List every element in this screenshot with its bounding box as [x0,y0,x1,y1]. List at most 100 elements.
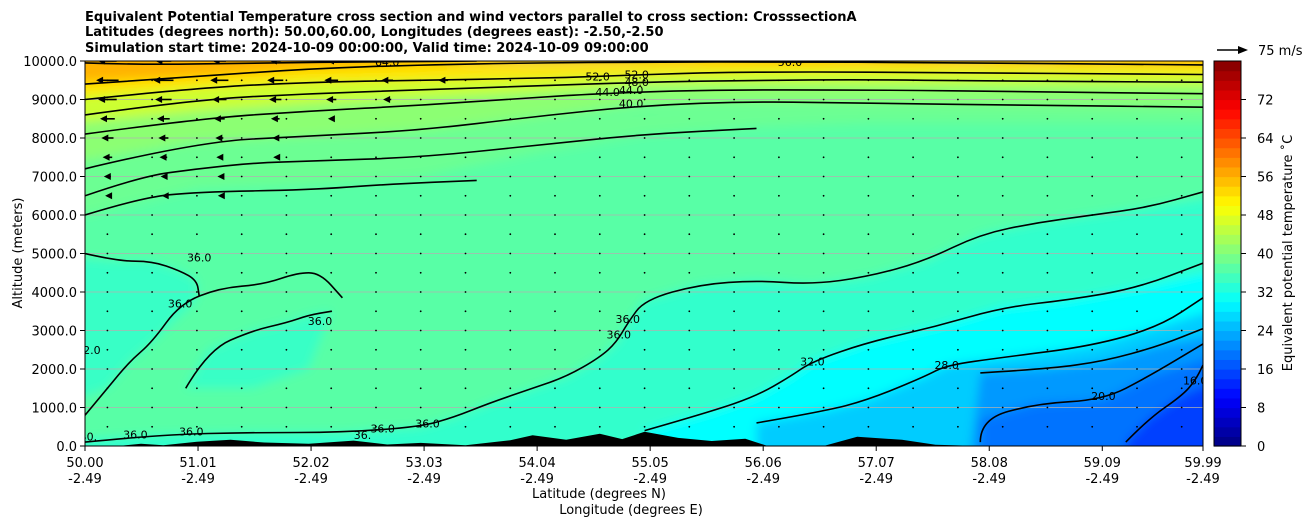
wind-vector-dot [375,214,377,216]
wind-vector-dot [554,98,556,101]
colorbar-segment [1214,118,1241,129]
wind-vector-dot [733,406,735,409]
colorbar-segment [1214,89,1241,101]
contour-36-8 [85,252,200,297]
wind-vector-dot [1001,137,1004,139]
wind-vector-dot [598,406,601,409]
wind-vector-dot [464,368,467,370]
wind-vector-dot [330,214,333,216]
wind-vector-dot [509,291,512,293]
contour-label-10: 36.0 [308,315,333,328]
wind-vector-dot [285,252,288,255]
wind-vector-dot [957,329,959,332]
colorbar-tick-label-3: 24 [1257,325,1274,340]
wind-vector-dot [778,406,780,409]
contour-20-15 [979,343,1203,443]
wind-vector-dot [643,194,646,197]
wind-vector-dot [509,271,512,274]
wind-vector-dot [598,175,601,178]
wind-vector-dot [375,348,377,351]
wind-vector-dot [1046,310,1049,313]
wind-vector-dot [375,137,377,139]
wind-vector-dot [1046,406,1049,409]
wind-vector-dot [375,233,377,236]
wind-vector-dot [509,137,512,139]
wind-vector-dot [822,194,825,197]
wind-vector-dot [196,252,198,255]
wind-vector-dot [1091,175,1094,178]
wind-vector-dot [509,310,512,313]
contour-label-18: 36.0 [123,428,148,441]
wind-vector-dot [598,348,601,351]
quiver-key-label: 75 m/s [1258,44,1303,59]
wind-vector-dot [1136,368,1138,370]
wind-vector-dot [1136,117,1138,120]
wind-vector-head [100,115,107,123]
wind-vector-dot [285,175,288,178]
wind-vector-dot [106,214,109,216]
wind-vector-dot [151,156,154,159]
wind-vector-dot [688,310,691,313]
wind-vector-head [269,96,277,103]
wind-vector-dot [554,252,556,255]
wind-vector-dot [867,406,870,409]
wind-vectors [96,61,1183,428]
wind-vector-dot [598,425,601,428]
wind-vector-head [161,192,169,200]
wind-vector-dot [643,79,646,82]
wind-vector-dot [957,291,959,293]
wind-vector-dot [240,252,243,255]
wind-vector-dot [419,98,422,101]
wind-vector-dot [375,252,377,255]
wind-vector-dot [285,156,288,159]
wind-vector-dot [330,194,333,197]
wind-vector-dot [1001,368,1004,370]
x-tick-label-lon-6: -2.49 [746,472,780,487]
colorbar-segment [1214,80,1241,91]
contour-label-11: 36.0 [616,313,641,326]
wind-vector-dot [1136,156,1138,159]
y-tick-label-2: 2000.0 [32,363,78,378]
wind-vector-head [157,115,164,123]
contour-38-6 [85,127,757,197]
wind-vector-dot [330,368,333,370]
wind-vector-dot [419,368,422,370]
title-line-2: Latitudes (degrees north): 50.00,60.00, … [85,25,664,40]
colorbar-tick-label-5: 40 [1257,248,1274,263]
x-tick-label-lon-10: -2.49 [1186,472,1220,487]
wind-vector-dot [151,368,154,370]
wind-vector-dot [1180,368,1183,370]
wind-vector-dot [464,194,467,197]
wind-vector-dot [957,175,959,178]
wind-vector-dot [1180,406,1183,409]
wind-vector-dot [912,156,914,159]
wind-vector-dot [912,329,914,332]
contour-28-13 [756,297,1203,424]
wind-vector-head [381,76,389,84]
wind-vector-dot [106,310,109,313]
wind-vector-dot [1091,194,1094,197]
colorbar-segment [1214,426,1241,437]
wind-vector-dot [1046,156,1049,159]
contour-label-2: 52.0 [585,70,610,83]
wind-vector-dot [957,348,959,351]
wind-vector-dot [778,329,780,332]
wind-vector-dot [240,194,243,197]
colorbar-segment [1214,61,1241,72]
wind-vector-dot [733,98,735,101]
field-band-1 [85,61,1203,100]
wind-vector-dot [1001,310,1004,313]
wind-vector-dot [1136,214,1138,216]
wind-vector-dot [554,214,556,216]
wind-vector-dot [778,156,780,159]
wind-vector-dot [240,98,243,101]
wind-vector-dot [912,214,914,216]
wind-vector-dot [1180,310,1183,313]
wind-vector-dot [688,387,691,390]
colorbar-segment [1214,311,1241,322]
wind-vector-dot [822,175,825,178]
wind-vector-dot [1046,194,1049,197]
wind-vector-dot [285,214,288,216]
wind-vector-dot [554,233,556,236]
wind-vector-dot [867,233,870,236]
